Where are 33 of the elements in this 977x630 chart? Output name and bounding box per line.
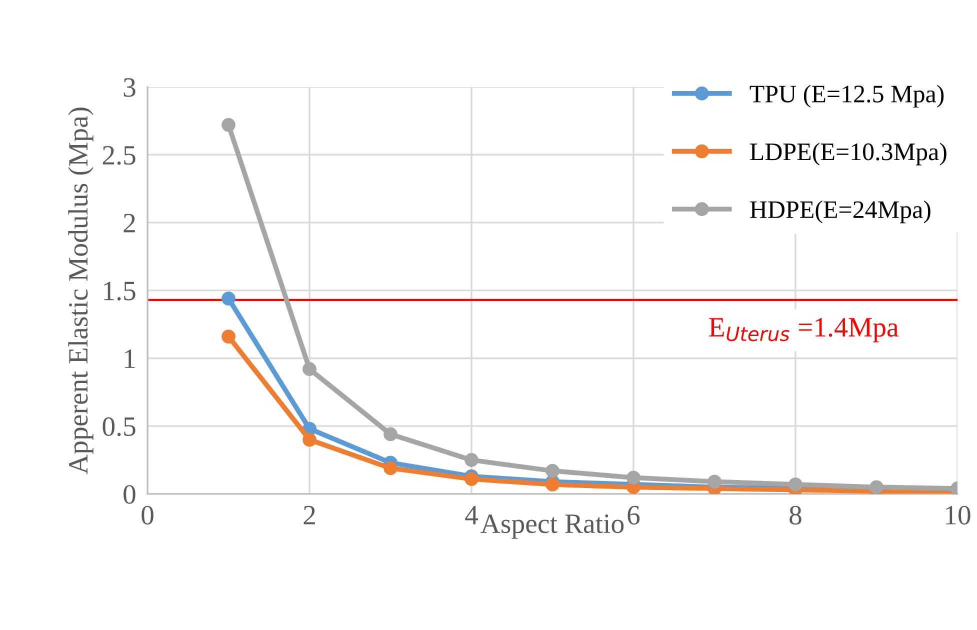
point — [302, 362, 316, 376]
y-tick-label: 0.5 — [102, 417, 136, 436]
x-tick-label: 10 — [946, 506, 970, 525]
y-tick-label: 1.5 — [104, 282, 136, 300]
y-tick-label: 3 — [124, 78, 136, 97]
point — [708, 474, 722, 489]
point — [464, 472, 478, 486]
point — [222, 292, 236, 306]
x-axis-title: Aspect Ratio — [480, 514, 624, 539]
x-tick-label: 8 — [790, 506, 802, 525]
y-tick-label: 2.5 — [102, 146, 136, 165]
y-axis-title: Apperent Elastic Modulus (Mpa) — [68, 108, 94, 474]
point — [788, 477, 802, 492]
x-tick-label: 2 — [304, 506, 315, 524]
legend-label: LDPE(E=10.3Mpa) — [750, 142, 946, 166]
point — [384, 461, 398, 476]
x-tick-label: 4 — [465, 506, 478, 524]
point — [626, 470, 640, 485]
point — [546, 464, 560, 478]
x-tick-label: 0 — [142, 506, 154, 525]
x-tick-label: 6 — [628, 506, 640, 525]
point — [222, 118, 236, 132]
point — [546, 477, 560, 492]
y-tick-label: 1 — [124, 350, 135, 368]
point — [464, 453, 478, 467]
point — [384, 427, 398, 442]
legend-label: HDPE(E=24Mpa) — [750, 200, 930, 224]
y-tick-label: 2 — [124, 214, 135, 232]
ref-line-label: E$_{Uterus}$ =1.4Mpa — [709, 318, 898, 342]
point — [222, 330, 236, 344]
point — [302, 432, 316, 447]
legend-label: TPU (E=12.5 Mpa) — [750, 84, 944, 108]
y-tick-label: 0 — [124, 485, 136, 504]
